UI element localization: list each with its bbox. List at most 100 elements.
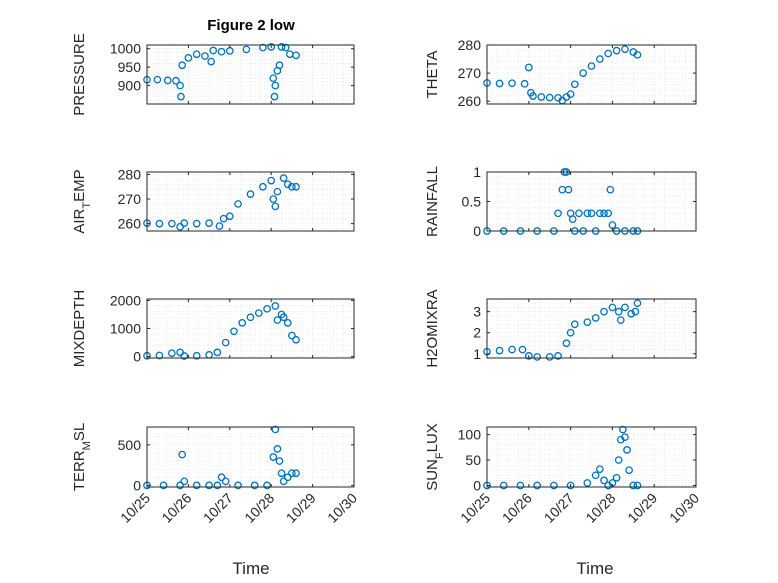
- data-point: [273, 445, 282, 453]
- data-point: [246, 313, 255, 322]
- data-point: [209, 46, 218, 55]
- data-point: [213, 481, 222, 490]
- data-point: [583, 479, 592, 487]
- data-point: [221, 338, 230, 347]
- data-point: [533, 481, 542, 490]
- subplot-pressure: 900 950 1000 PRESSURE: [71, 33, 355, 116]
- data-point: [269, 453, 278, 461]
- y-tick-label: 0: [473, 223, 481, 239]
- data-point: [587, 209, 596, 218]
- data-point: [633, 481, 642, 490]
- plot-area: [147, 172, 354, 231]
- data-point: [217, 47, 226, 56]
- y-tick-label: 260: [458, 93, 482, 109]
- data-point: [167, 349, 176, 358]
- data-point: [159, 481, 168, 490]
- data-point: [271, 302, 280, 310]
- data-point: [545, 93, 554, 102]
- data-point: [292, 469, 300, 478]
- data-point: [568, 215, 577, 224]
- y-axis-label: TERRMSL: [71, 423, 93, 491]
- y-tick-label: 270: [118, 191, 142, 207]
- data-point: [283, 473, 292, 482]
- data-point: [516, 481, 525, 490]
- x-axis-label-right: Time: [576, 559, 613, 578]
- data-point: [178, 61, 187, 70]
- data-point: [250, 481, 259, 490]
- data-point: [155, 351, 164, 360]
- data-point: [629, 481, 638, 490]
- data-point: [627, 309, 636, 318]
- data-point: [178, 450, 187, 459]
- y-tick-label: 270: [458, 65, 482, 81]
- data-point: [623, 446, 631, 454]
- data-point: [281, 43, 290, 52]
- subplot-rainfall: 0 0.5 1 RAINFALL: [424, 164, 697, 239]
- data-point: [176, 481, 184, 490]
- data-point: [621, 433, 629, 442]
- data-point: [192, 481, 201, 490]
- data-point: [277, 469, 286, 478]
- data-point: [267, 176, 276, 185]
- data-point: [269, 74, 278, 83]
- data-point: [608, 303, 617, 312]
- data-point: [524, 352, 533, 360]
- data-point: [600, 209, 608, 218]
- axes-box: [146, 426, 355, 488]
- data-point: [273, 316, 282, 324]
- y-tick-label: 500: [118, 437, 142, 453]
- axes-box: [486, 426, 697, 488]
- y-axis-label: MIXDEPTH: [71, 290, 88, 368]
- data-point: [271, 81, 280, 90]
- data-point: [275, 61, 284, 70]
- data-point: [570, 320, 579, 329]
- data-point: [566, 328, 575, 337]
- data-point: [279, 174, 288, 182]
- data-point: [554, 209, 562, 218]
- data-point: [271, 425, 280, 434]
- data-point: [533, 353, 542, 361]
- data-point: [604, 49, 613, 58]
- y-axis-label: PRESSURE: [71, 33, 88, 116]
- axes-box: [486, 44, 697, 105]
- data-point: [221, 477, 230, 486]
- y-tick-label: 280: [458, 37, 482, 53]
- subplot-h2omixra: 1 2 3 H2OMIXRA: [424, 289, 697, 368]
- data-point: [612, 473, 621, 482]
- data-point: [259, 182, 267, 191]
- data-point: [625, 466, 633, 475]
- data-point: [180, 352, 189, 360]
- y-tick-label: 280: [118, 166, 142, 182]
- data-point: [524, 63, 533, 72]
- y-axis-label: AIRTEMP: [71, 169, 93, 233]
- data-point: [591, 471, 600, 480]
- data-point: [596, 465, 604, 474]
- data-point: [275, 457, 284, 465]
- data-point: [575, 209, 583, 218]
- data-point: [606, 185, 615, 194]
- plot-area: [487, 45, 696, 104]
- data-point: [201, 52, 209, 60]
- x-axis-label-left: Time: [232, 559, 269, 578]
- data-point: [529, 92, 537, 100]
- data-point: [234, 200, 242, 208]
- data-point: [277, 42, 286, 51]
- data-point: [508, 79, 516, 88]
- data-point: [562, 339, 571, 348]
- data-point: [267, 42, 276, 51]
- data-point: [225, 212, 234, 221]
- data-point: [566, 481, 575, 490]
- y-tick-label: 1: [473, 346, 481, 362]
- data-point: [192, 50, 201, 59]
- data-point: [205, 481, 213, 490]
- data-point: [177, 92, 185, 101]
- y-axis-label: SUNFLUX: [424, 423, 446, 491]
- data-point: [273, 187, 282, 196]
- data-point: [213, 348, 222, 357]
- data-point: [616, 316, 625, 324]
- data-point: [205, 219, 213, 227]
- y-tick-label: 950: [118, 59, 142, 75]
- data-point: [192, 351, 201, 360]
- data-point: [596, 209, 604, 218]
